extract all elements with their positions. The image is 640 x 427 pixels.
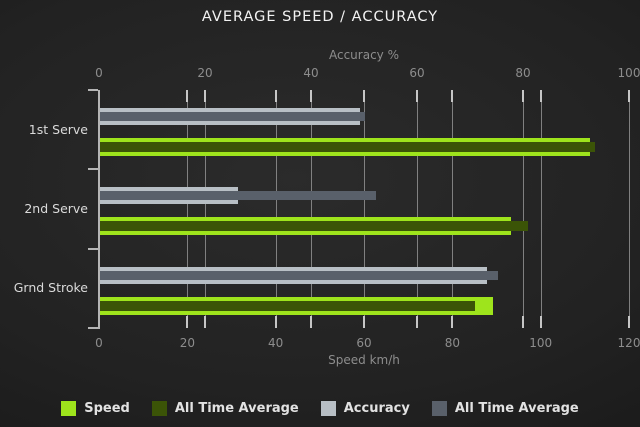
legend-label: All Time Average <box>174 400 299 416</box>
bar-accuracy-all-time-average <box>100 112 365 121</box>
axis-tick-bottom <box>275 316 277 328</box>
bottom-axis-tick-label: 60 <box>356 336 372 350</box>
bottom-axis-title: Speed km/h <box>328 353 400 367</box>
axis-tick-bottom <box>186 316 188 328</box>
legend-label: All Time Average <box>454 400 579 416</box>
legend-label: Speed <box>84 400 130 416</box>
axis-tick-top <box>186 90 188 102</box>
bar-speed-all-time-average <box>100 142 595 152</box>
legend-label: Accuracy <box>343 400 410 416</box>
axis-tick-top <box>416 90 418 102</box>
top-axis-tick-label: 20 <box>197 66 213 80</box>
category-axis-tick <box>88 89 98 91</box>
axis-tick-top <box>275 90 277 102</box>
legend-item: Speed <box>61 400 130 416</box>
bar-speed-all-time-average <box>100 300 475 311</box>
top-axis-tick-label: 100 <box>617 66 640 80</box>
bottom-axis-tick-label: 40 <box>268 336 284 350</box>
legend-swatch-icon <box>151 400 167 416</box>
top-axis-tick-label: 80 <box>515 66 531 80</box>
axis-tick-bottom <box>310 316 312 328</box>
gridline <box>186 90 188 328</box>
bottom-axis-tick-label: 80 <box>444 336 460 350</box>
category-axis-tick <box>88 168 98 171</box>
gridline <box>416 90 418 328</box>
category-label: 1st Serve <box>28 121 88 137</box>
gridline <box>451 90 453 328</box>
legend-item: All Time Average <box>431 400 579 416</box>
legend-item: All Time Average <box>151 400 299 416</box>
axis-tick-bottom <box>451 316 453 328</box>
axis-tick-bottom <box>540 316 542 328</box>
legend-item: Accuracy <box>320 400 410 416</box>
chart-title: AVERAGE SPEED / ACCURACY <box>201 9 439 25</box>
top-axis-tick-label: 60 <box>409 66 425 80</box>
gridline <box>522 90 524 328</box>
axis-tick-top <box>628 90 630 102</box>
category-axis-tick <box>88 327 98 329</box>
top-axis-title: Accuracy % <box>328 48 399 62</box>
bottom-axis-tick-label: 120 <box>617 336 640 350</box>
axis-tick-bottom <box>628 316 630 328</box>
axis-tick-top <box>310 90 312 102</box>
bottom-axis-tick-label: 20 <box>179 336 195 350</box>
top-axis-tick-label: 40 <box>303 66 319 80</box>
gridline <box>628 90 630 328</box>
legend-swatch-icon <box>320 400 336 416</box>
axis-tick-bottom <box>522 316 524 328</box>
bottom-axis-tick-label: 100 <box>529 336 553 350</box>
axis-tick-top <box>522 90 524 102</box>
gridline <box>363 90 365 328</box>
bar-accuracy-all-time-average <box>100 270 498 280</box>
top-axis-tick-label: 0 <box>95 66 103 80</box>
category-label: 2nd Serve <box>24 201 88 216</box>
bar-speed-all-time-average <box>100 221 528 232</box>
category-axis-tick <box>88 247 98 250</box>
legend-swatch-icon <box>431 400 447 416</box>
gridline <box>275 90 277 328</box>
legend-swatch-icon <box>61 400 77 416</box>
bar-accuracy-all-time-average <box>100 191 376 201</box>
gridline <box>540 90 542 328</box>
axis-tick-bottom <box>204 316 206 328</box>
gridline <box>204 90 206 328</box>
bottom-axis-tick-label: 0 <box>95 336 103 350</box>
axis-tick-top <box>451 90 453 102</box>
axis-tick-top <box>363 90 365 102</box>
axis-tick-top <box>204 90 206 102</box>
axis-tick-bottom <box>363 316 365 328</box>
gridline <box>310 90 312 328</box>
category-label: Grnd Stroke <box>13 280 88 296</box>
axis-tick-top <box>540 90 542 102</box>
legend: Speed All Time Average Accuracy All Time Av… <box>0 396 640 420</box>
category-axis-line <box>98 90 100 329</box>
axis-tick-bottom <box>416 316 418 328</box>
